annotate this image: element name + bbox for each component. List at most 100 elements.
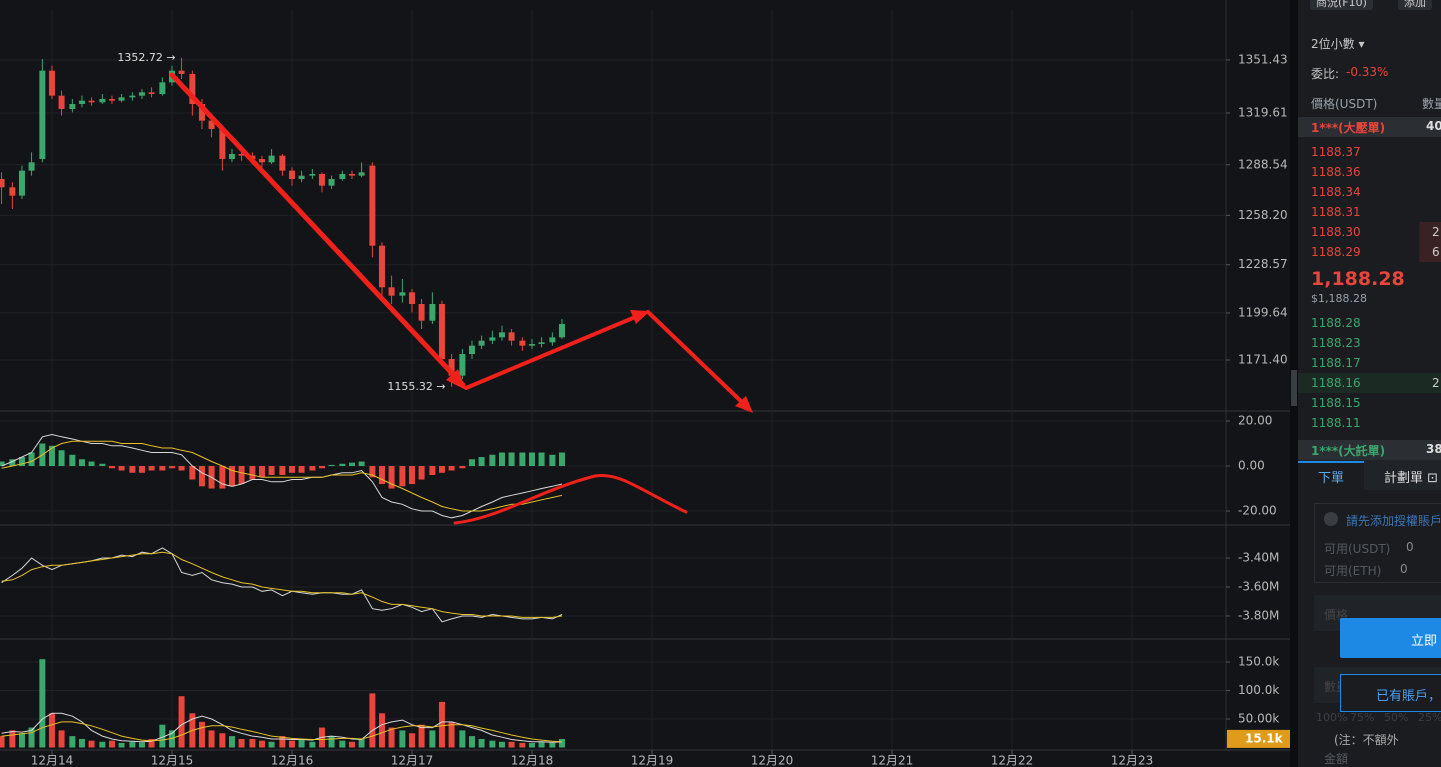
candle-body bbox=[348, 174, 355, 176]
tab[interactable]: 計劃單 ⊡ bbox=[1384, 471, 1439, 486]
macd-bar bbox=[288, 466, 295, 473]
volume-bar bbox=[228, 736, 235, 748]
macd-bar bbox=[508, 452, 515, 467]
tab-active bbox=[1298, 461, 1364, 491]
macd-bar bbox=[219, 466, 226, 489]
avail-label: 可用(ETH) bbox=[1324, 564, 1382, 578]
book-row[interactable]: 1188.11 bbox=[1298, 413, 1441, 433]
x-tick-label: 12月21 bbox=[871, 754, 914, 767]
candle-body bbox=[478, 340, 485, 346]
book-row[interactable]: 1188.30 2 bbox=[1298, 222, 1441, 242]
volume-bar bbox=[268, 741, 275, 748]
book-row[interactable]: 1188.16 2 bbox=[1298, 373, 1441, 393]
macd-bar bbox=[418, 466, 425, 480]
book-qty: 2 bbox=[1432, 225, 1440, 239]
avail-label: 可用(USDT) bbox=[1324, 542, 1391, 556]
candle-body bbox=[108, 99, 115, 101]
ratio: -0.33% bbox=[1346, 65, 1389, 79]
arrow-line bbox=[646, 310, 747, 407]
book-row[interactable]: 1188.31 bbox=[1298, 202, 1441, 222]
macd-bar bbox=[88, 461, 95, 467]
arrow-line bbox=[169, 72, 466, 388]
toolbar-button[interactable]: 添加 bbox=[1398, 0, 1432, 10]
volume-bar bbox=[519, 742, 526, 748]
candle-body bbox=[549, 337, 556, 343]
x-tick-label: 12月22 bbox=[991, 754, 1034, 767]
book-row[interactable]: 1188.15 bbox=[1298, 393, 1441, 413]
y-tick-label: 100.0k bbox=[1238, 683, 1279, 697]
book-row[interactable]: 1188.17 bbox=[1298, 353, 1441, 373]
volume-bar bbox=[18, 733, 25, 748]
book-price: 1188.23 bbox=[1311, 336, 1361, 350]
percent[interactable]: 25% bbox=[1418, 711, 1441, 724]
indicator-line bbox=[1, 712, 563, 743]
candle-body bbox=[279, 155, 286, 171]
macd-bar bbox=[549, 454, 556, 467]
macd-bar bbox=[238, 466, 245, 485]
precision[interactable]: 2位小數 ▾ bbox=[1311, 37, 1365, 51]
y-tick-label: 0.00 bbox=[1238, 459, 1265, 473]
macd-bar bbox=[268, 466, 275, 476]
macd-bar bbox=[399, 466, 406, 487]
big-ask-row: 1***(大壓單) 40 bbox=[1298, 117, 1441, 137]
login-button[interactable] bbox=[1340, 674, 1441, 712]
book-row[interactable]: 1188.29 6 bbox=[1298, 242, 1441, 262]
macd-bar bbox=[18, 457, 25, 467]
tab[interactable]: 下單 bbox=[1318, 471, 1345, 486]
volume-bar bbox=[429, 730, 436, 748]
candle-body bbox=[238, 154, 245, 156]
book-price: 1188.36 bbox=[1311, 165, 1361, 179]
candle-body bbox=[148, 92, 155, 94]
candle-body bbox=[459, 354, 466, 376]
big-ask-label: 1***(大壓單) bbox=[1311, 121, 1386, 135]
book-row[interactable]: 1188.28 bbox=[1298, 313, 1441, 333]
percent[interactable]: 75% bbox=[1350, 711, 1375, 724]
chart: 12月14 12月15 12月16 12月17 12月18 12月19 12月20 12月21… bbox=[0, 0, 1298, 767]
volume-bar bbox=[208, 730, 215, 748]
macd-bar bbox=[558, 452, 565, 467]
grid: 12月14 12月15 12月16 12月17 12月18 12月19 12月20 12月21… bbox=[0, 0, 1290, 767]
candle-body bbox=[339, 174, 346, 179]
book-row[interactable]: 1188.36 bbox=[1298, 162, 1441, 182]
toolbar-button[interactable]: 商況(F10) bbox=[1310, 0, 1373, 10]
macd-bar bbox=[159, 466, 166, 471]
current-volume-label: 15.1k bbox=[1245, 731, 1284, 745]
candle-body bbox=[99, 99, 106, 103]
volume-bar bbox=[9, 730, 16, 748]
volume-bar bbox=[249, 738, 256, 748]
buy-button[interactable] bbox=[1340, 618, 1441, 658]
candle-body bbox=[378, 245, 385, 288]
book-row[interactable]: 1188.37 bbox=[1298, 142, 1441, 162]
volume-bar bbox=[478, 738, 485, 748]
annotation: 1155.32 → bbox=[387, 380, 445, 393]
candle-body bbox=[48, 70, 55, 96]
candle-body bbox=[189, 74, 196, 104]
macd-bar bbox=[489, 454, 496, 467]
candle-body bbox=[178, 70, 185, 74]
volume-bar bbox=[468, 736, 475, 748]
book-row[interactable]: 1188.34 bbox=[1298, 182, 1441, 202]
book-row[interactable]: 1188.23 bbox=[1298, 333, 1441, 353]
macd-bar bbox=[48, 445, 55, 467]
candle-body bbox=[198, 104, 205, 121]
x-tick-label: 12月23 bbox=[1111, 754, 1154, 767]
percent[interactable]: 50% bbox=[1384, 711, 1409, 724]
candle-body bbox=[519, 340, 526, 346]
chart-bg bbox=[0, 0, 1298, 767]
candle-body bbox=[418, 304, 425, 321]
percent[interactable]: 100% bbox=[1316, 711, 1348, 724]
macd-bar bbox=[328, 464, 335, 467]
splitter-handle[interactable] bbox=[1291, 370, 1297, 406]
col-qty: 數量 bbox=[1422, 97, 1441, 111]
macd-bar bbox=[178, 466, 185, 471]
marks: 1352.72 → 1155.32 → 15.1k bbox=[0, 51, 1290, 748]
macd-bar bbox=[348, 462, 355, 467]
notice[interactable]: 請先添加授權賬戶 bbox=[1346, 514, 1441, 528]
candle-body bbox=[88, 100, 95, 103]
volume-bar bbox=[198, 721, 205, 748]
big-ask-qty: 40 bbox=[1426, 119, 1441, 133]
arrow-line bbox=[464, 313, 642, 390]
candle-body bbox=[58, 95, 65, 109]
volume-bar bbox=[28, 727, 35, 748]
y-tick-label: 50.00k bbox=[1238, 712, 1279, 726]
